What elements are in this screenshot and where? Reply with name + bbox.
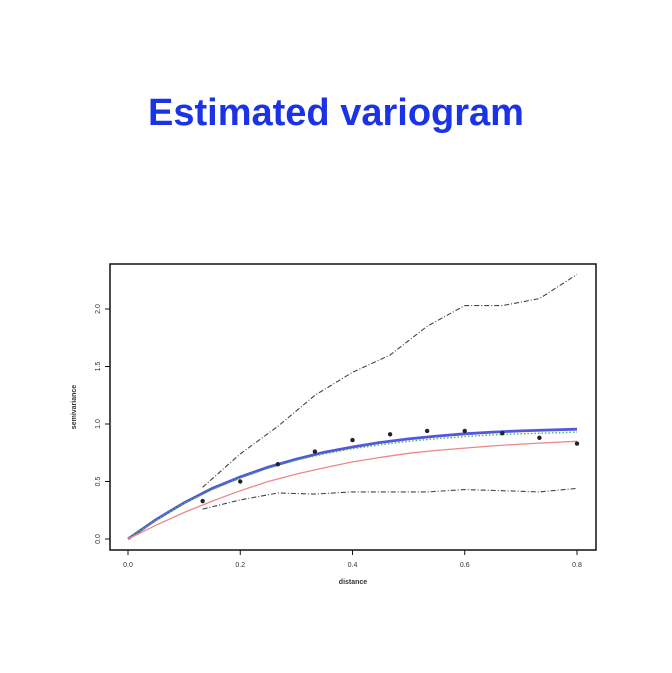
slide-title: Estimated variogram <box>148 92 524 134</box>
y-tick-label: 1.0 <box>95 419 102 429</box>
series-line-4 <box>202 274 578 488</box>
data-point <box>200 498 205 504</box>
y-tick-label: 1.5 <box>95 362 102 372</box>
plot-frame <box>109 263 597 551</box>
data-point <box>387 432 393 437</box>
data-point <box>574 441 580 446</box>
x-tick-label: 0.6 <box>460 562 470 569</box>
data-point <box>350 437 355 443</box>
y-axis-label: semivariance <box>71 385 78 429</box>
axis-ticks: 0.0 0.2 0.4 0.6 0.8 0.0 0.5 1.0 1.5 2.0 <box>95 304 582 569</box>
y-tick-label: 0.0 <box>95 534 102 544</box>
series-line-5 <box>202 487 578 510</box>
data-point <box>238 479 243 484</box>
data-point <box>500 431 505 436</box>
x-tick-label: 0.2 <box>235 562 245 569</box>
data-point <box>537 435 542 440</box>
y-tick-label: 0.5 <box>95 477 102 487</box>
series-group <box>127 274 578 541</box>
data-point <box>462 428 467 434</box>
x-tick-label: 0.8 <box>572 562 582 569</box>
y-tick-label: 2.0 <box>95 304 102 314</box>
points-group <box>200 428 580 504</box>
x-tick-label: 0.0 <box>123 562 133 569</box>
data-point <box>275 462 281 467</box>
x-tick-label: 0.4 <box>348 562 358 569</box>
data-point <box>312 449 318 454</box>
series-line-1 <box>127 427 578 541</box>
series-line-3 <box>127 440 578 540</box>
x-axis-label: distance <box>339 579 368 586</box>
data-point <box>424 428 430 434</box>
